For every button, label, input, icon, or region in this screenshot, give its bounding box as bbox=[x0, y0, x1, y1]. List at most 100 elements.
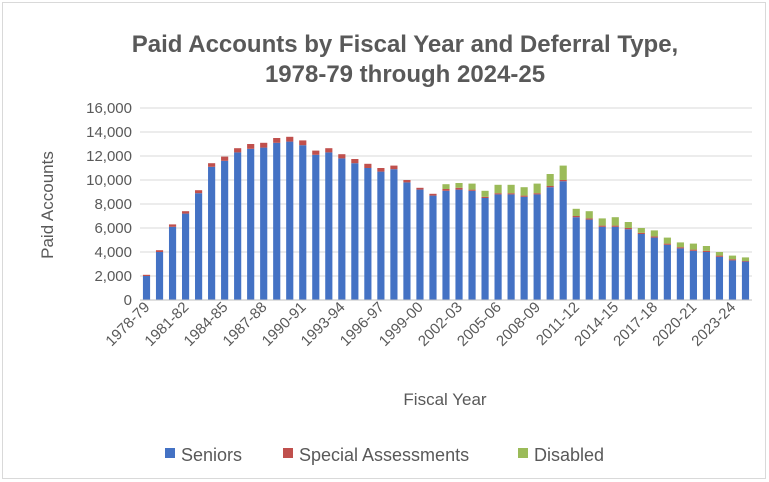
bar-seniors bbox=[234, 152, 242, 300]
bar-seniors bbox=[481, 198, 489, 300]
legend: Seniors Special Assessments Disabled bbox=[165, 445, 604, 465]
bar-disabled bbox=[533, 183, 541, 194]
bar-special-assessments bbox=[624, 228, 632, 230]
bar-disabled bbox=[663, 237, 671, 244]
bar-disabled bbox=[520, 187, 528, 196]
bar-seniors bbox=[546, 187, 554, 300]
bar-special-assessments bbox=[234, 148, 242, 153]
bar-special-assessments bbox=[598, 225, 606, 227]
bar-seniors bbox=[455, 189, 463, 300]
bar-special-assessments bbox=[572, 216, 580, 218]
gridlines bbox=[140, 107, 752, 277]
bar-special-assessments bbox=[689, 249, 697, 251]
y-tick-label: 2,000 bbox=[94, 268, 132, 285]
bar-seniors bbox=[351, 163, 359, 300]
bar-special-assessments bbox=[364, 163, 372, 168]
legend-swatch-special-assessments bbox=[283, 448, 293, 458]
bar-disabled bbox=[442, 184, 450, 189]
bar-special-assessments bbox=[468, 189, 476, 191]
y-tick-label: 16,000 bbox=[86, 100, 132, 117]
y-tick-label: 0 bbox=[124, 292, 132, 309]
bar-special-assessments bbox=[559, 180, 567, 182]
legend-label-special-assessments: Special Assessments bbox=[299, 445, 469, 465]
bar-disabled bbox=[585, 211, 593, 219]
bar-disabled bbox=[598, 218, 606, 226]
bar-special-assessments bbox=[715, 255, 724, 257]
bar-seniors bbox=[429, 195, 437, 300]
bar-special-assessments bbox=[155, 250, 164, 252]
y-tick-label: 6,000 bbox=[94, 220, 132, 237]
bar-seniors bbox=[181, 213, 190, 300]
bar-seniors bbox=[663, 244, 671, 300]
bar-seniors bbox=[195, 193, 203, 300]
bar-disabled bbox=[572, 208, 580, 216]
bar-seniors bbox=[208, 166, 216, 300]
bar-special-assessments bbox=[481, 196, 489, 198]
bar-seniors bbox=[142, 276, 151, 300]
bar-disabled bbox=[689, 243, 697, 250]
bar-special-assessments bbox=[585, 218, 593, 220]
bar-special-assessments bbox=[637, 232, 645, 234]
bar-disabled bbox=[624, 222, 632, 228]
bar-special-assessments bbox=[273, 138, 281, 143]
bar-special-assessments bbox=[416, 187, 424, 190]
bar-special-assessments bbox=[494, 193, 502, 195]
bar-seniors bbox=[572, 217, 580, 300]
bar-special-assessments bbox=[455, 187, 463, 190]
bar-seniors bbox=[364, 168, 372, 300]
y-axis-ticks: 0 2,000 4,000 6,000 8,000 10,000 12,000 14,000 1… bbox=[86, 100, 132, 309]
bar-disabled bbox=[741, 257, 750, 261]
bar-seniors bbox=[715, 256, 724, 300]
bar-special-assessments bbox=[676, 247, 684, 249]
x-axis-title: Fiscal Year bbox=[403, 390, 486, 409]
bar-special-assessments bbox=[507, 193, 515, 195]
bar-special-assessments bbox=[611, 225, 619, 227]
bar-seniors bbox=[273, 142, 281, 300]
bar-seniors bbox=[155, 252, 164, 300]
bar-seniors bbox=[650, 237, 658, 300]
legend-label-seniors: Seniors bbox=[181, 445, 242, 465]
bar-seniors bbox=[624, 229, 632, 300]
bar-special-assessments bbox=[403, 180, 411, 183]
bar-seniors bbox=[221, 160, 229, 300]
bar-seniors bbox=[689, 250, 697, 300]
bar-disabled bbox=[611, 217, 619, 226]
y-tick-label: 10,000 bbox=[86, 172, 132, 189]
chart-title-line-1: Paid Accounts by Fiscal Year and Deferra… bbox=[132, 31, 678, 58]
chart-title-line-2: 1978-79 through 2024-25 bbox=[265, 61, 545, 88]
bar-seniors bbox=[312, 154, 320, 300]
bar-seniors bbox=[585, 219, 593, 300]
bar-special-assessments bbox=[208, 163, 216, 167]
bar-seniors bbox=[442, 190, 450, 300]
bar-special-assessments bbox=[181, 211, 190, 214]
bar-seniors bbox=[325, 152, 333, 300]
bar-seniors bbox=[299, 145, 307, 300]
bar-special-assessments bbox=[221, 156, 229, 161]
bar-seniors bbox=[741, 261, 750, 300]
bar-seniors bbox=[702, 252, 711, 300]
bar-special-assessments bbox=[260, 142, 268, 148]
bar-disabled bbox=[494, 184, 502, 194]
bar-seniors bbox=[520, 196, 528, 300]
bar-disabled bbox=[468, 183, 476, 190]
bar-special-assessments bbox=[442, 189, 450, 191]
y-tick-label: 4,000 bbox=[94, 244, 132, 261]
bar-special-assessments bbox=[520, 195, 528, 197]
bar-special-assessments bbox=[533, 193, 541, 195]
bar-disabled bbox=[715, 252, 724, 256]
bar-seniors bbox=[637, 234, 645, 300]
bars bbox=[142, 136, 750, 300]
bar-seniors bbox=[338, 158, 346, 300]
bar-seniors bbox=[468, 190, 476, 300]
bar-special-assessments bbox=[195, 190, 203, 194]
y-tick-label: 12,000 bbox=[86, 148, 132, 165]
legend-swatch-seniors bbox=[165, 448, 175, 458]
bar-seniors bbox=[676, 248, 684, 300]
bar-special-assessments bbox=[247, 144, 255, 149]
x-axis-ticks: 1978-791981-821984-851987-881990-911993-… bbox=[102, 299, 739, 350]
bar-special-assessments bbox=[351, 159, 359, 164]
bar-disabled bbox=[455, 183, 463, 188]
x-tick-label: 2008-09 bbox=[493, 299, 544, 350]
bar-special-assessments bbox=[702, 250, 711, 252]
